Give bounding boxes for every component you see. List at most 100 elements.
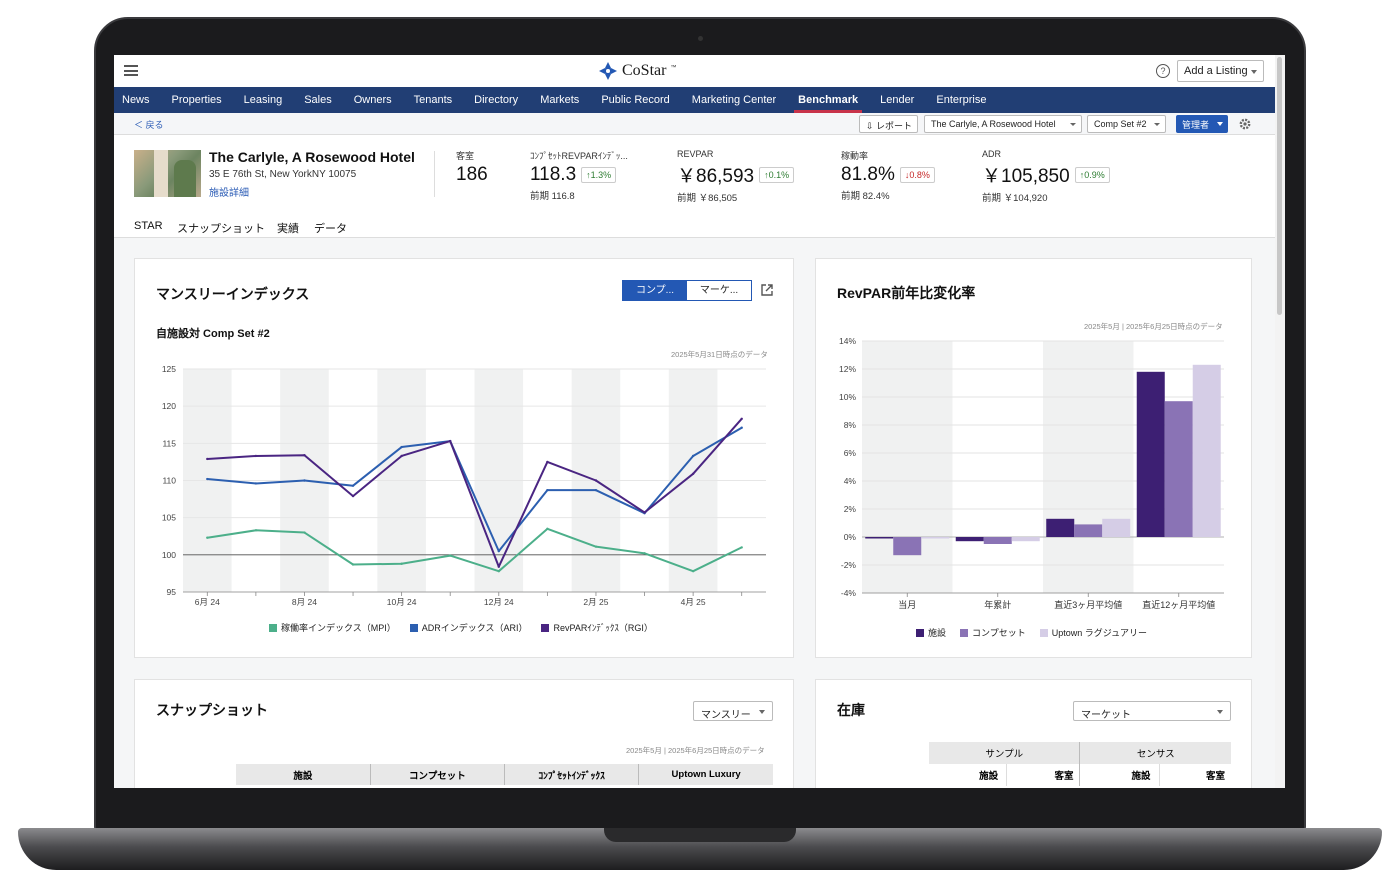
line-chart-legend: 稼働率インデックス（MPI） ADRインデックス（ARI） RevPARｲﾝﾃﾞｯｸ… (269, 621, 653, 634)
tab-data[interactable]: データ (314, 223, 347, 235)
kpi-value: 81.8% (841, 164, 895, 185)
legend-item-1[interactable]: ADRインデックス（ARI） (409, 621, 527, 634)
kpi-previous: 前期 ￥104,920 (982, 193, 1048, 204)
series-0-point (594, 545, 598, 548)
x-tick-label: 6月 24 (195, 597, 220, 607)
kpi-previous: 前期 116.8 (530, 191, 575, 202)
legend-item-2[interactable]: RevPARｲﾝﾃﾞｯｸｽ（RGI） (541, 621, 653, 634)
y-tick-label: 4% (844, 476, 857, 486)
nav-item-sales[interactable]: Sales (304, 94, 332, 106)
kpi-change-badge: ↑0.9% (1074, 166, 1110, 183)
inventory-table: サンプル センサス 施設 客室 施設 客室 (929, 742, 1231, 786)
report-button[interactable]: ⇩ レポート (859, 115, 918, 133)
nav-item-enterprise[interactable]: Enterprise (936, 94, 987, 106)
header-census-properties: 施設 (1079, 764, 1160, 786)
series-line-2 (207, 418, 743, 568)
screen: CoStar ™ ? Add a Listing News Properties Le… (114, 55, 1285, 788)
series-1-point (740, 426, 743, 429)
revpar-change-bar-chart: 14% 12% 10% 8% 6% 4% 2% 0% -2% -4% 当月 年累計 直近3ヶ月平均値 直近… (839, 336, 1224, 610)
bar-chart-legend: 施設 コンプセット Uptown ラグジュアリー (916, 626, 1147, 639)
kpi-value-row: 186 (456, 164, 488, 186)
series-0-point (206, 536, 209, 539)
kpi-label: 客室 (456, 151, 475, 161)
series-1-point (691, 454, 695, 458)
laptop-notch (604, 828, 796, 842)
y-tick-label: 2% (844, 504, 857, 514)
nav-item-public-record[interactable]: Public Record (601, 94, 670, 106)
y-tick-label: 105 (162, 513, 176, 523)
help-icon[interactable]: ? (1156, 64, 1170, 78)
compset-select[interactable]: Comp Set #2 (1087, 115, 1166, 133)
hamburger-menu-icon[interactable] (124, 65, 138, 76)
nav-item-directory[interactable]: Directory (474, 94, 519, 106)
costar-logo[interactable]: CoStar ™ (598, 61, 676, 81)
nav-item-benchmark[interactable]: Benchmark (787, 87, 869, 113)
toggle-market[interactable]: マーケ... (687, 281, 751, 300)
kpi-value-row: ￥105,850 ↑0.9% (982, 161, 1110, 188)
y-tick-label: 10% (839, 392, 856, 402)
legend-label: RevPARｲﾝﾃﾞｯｸｽ（RGI） (553, 623, 653, 633)
series-1-point (206, 477, 209, 481)
external-link-icon[interactable] (760, 283, 774, 297)
legend-item-0[interactable]: 稼働率インデックス（MPI） (269, 621, 396, 634)
bar-0-2 (1046, 518, 1075, 537)
legend-item-1[interactable]: コンプセット (960, 626, 1026, 639)
nav-item-tenants[interactable]: Tenants (413, 94, 453, 106)
tab-performance[interactable]: 実績 (277, 223, 299, 235)
header-compset: コンプセット (370, 764, 506, 785)
kpi-change-badge: ↓0.8% (899, 167, 935, 183)
kpi-value-row: 81.8% ↓0.8% (841, 164, 935, 186)
series-0-point (497, 569, 500, 573)
nav-item-marketing-center[interactable]: Marketing Center (691, 94, 777, 106)
top-bar: CoStar ™ ? Add a Listing (114, 55, 1285, 87)
y-tick-label: 100 (162, 550, 176, 560)
series-2-point (449, 439, 452, 443)
nav-item-news[interactable]: News (122, 94, 150, 106)
table-header-row: 施設 コンプセット ｺﾝﾌﾟｾｯﾄｲﾝﾃﾞｯｸｽ Uptown Luxury (236, 764, 773, 785)
nav-item-markets[interactable]: Markets (540, 94, 580, 106)
scrollbar-thumb[interactable] (1277, 57, 1282, 315)
group-header-row: サンプル センサス (929, 742, 1231, 764)
vertical-scrollbar[interactable] (1275, 55, 1285, 788)
header-sample-properties: 施設 (929, 764, 1008, 786)
y-tick-label: -2% (841, 560, 857, 570)
property-select[interactable]: The Carlyle, A Rosewood Hotel (924, 115, 1082, 133)
back-link[interactable]: ＜ 戻る (134, 120, 164, 130)
toggle-compset[interactable]: コンプ... (623, 281, 687, 300)
series-2-point (594, 479, 598, 482)
series-1-point (351, 484, 355, 487)
x-tick-label: 12月 24 (484, 597, 514, 607)
nav-item-lender[interactable]: Lender (880, 94, 915, 106)
bar-1-1 (983, 537, 1012, 544)
nav-item-leasing[interactable]: Leasing (243, 94, 283, 106)
legend-item-2[interactable]: Uptown ラグジュアリー (1039, 626, 1147, 639)
tab-star[interactable]: STAR (134, 220, 163, 232)
add-listing-dropdown[interactable]: Add a Listing (1177, 60, 1264, 82)
header-uptown-luxury: Uptown Luxury (671, 769, 741, 780)
card-title: 在庫 (837, 702, 865, 718)
property-name: The Carlyle, A Rosewood Hotel (209, 149, 415, 165)
y-tick-label: -4% (841, 588, 857, 598)
y-tick-label: 115 (162, 438, 176, 448)
series-0-point (740, 546, 743, 549)
property-detail-link[interactable]: 施設詳細 (209, 188, 249, 199)
period-dropdown[interactable]: マンスリー (693, 701, 773, 721)
nav-item-properties[interactable]: Properties (171, 94, 222, 106)
kpi-3: 稼動率 81.8% ↓0.8% 前期 82.4% (841, 149, 935, 202)
series-2-point (643, 511, 646, 514)
y-tick-label: 0% (844, 532, 857, 542)
admin-dropdown[interactable]: 管理者 (1176, 115, 1228, 133)
kpi-previous: 前期 ￥86,505 (677, 193, 738, 204)
x-tick-label: 年累計 (984, 599, 1011, 610)
kpi-label: 稼動率 (841, 151, 869, 161)
bar-1-3 (1164, 401, 1193, 537)
series-1-point (594, 488, 598, 492)
bar-1-0 (893, 537, 922, 556)
nav-item-owners[interactable]: Owners (353, 94, 392, 106)
x-tick-label: 8月 24 (292, 597, 317, 607)
legend-item-0[interactable]: 施設 (916, 626, 946, 639)
inventory-dropdown[interactable]: マーケット (1073, 701, 1231, 721)
series-1-point (303, 479, 306, 482)
gear-icon[interactable] (1238, 117, 1252, 131)
